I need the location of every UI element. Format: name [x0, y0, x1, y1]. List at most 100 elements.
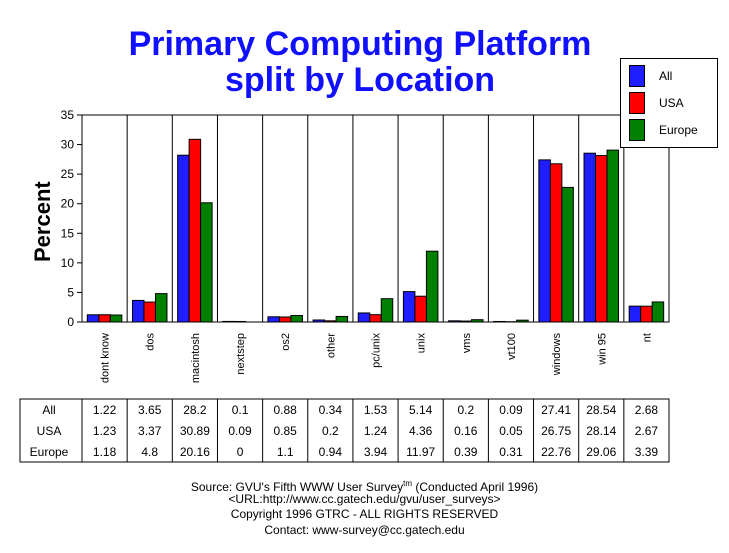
x-tick-label: win 95 [596, 333, 608, 366]
bar-all-pc-unix [357, 312, 371, 323]
x-tick-label: windows [551, 333, 563, 377]
x-tick-label: dont know [100, 333, 112, 383]
bar-all-unix [402, 291, 416, 323]
contact-line: Contact: www-survey@cc.gatech.edu [264, 523, 465, 537]
table-cell: 3.39 [635, 445, 659, 459]
y-axis-label: Percent [30, 181, 55, 262]
y-tick-label: 35 [61, 108, 75, 122]
bar-europe-nt [651, 301, 665, 323]
source-trademark: tm [403, 479, 413, 488]
bar-europe-win-95 [606, 149, 620, 323]
table-cell: 4.36 [409, 424, 433, 438]
y-tick-label: 5 [67, 285, 74, 299]
y-tick-label: 25 [61, 167, 75, 181]
x-tick-label: unix [416, 333, 428, 354]
bar-europe-pc-unix [380, 298, 394, 323]
table-cell: 0.05 [499, 424, 523, 438]
table-cell: 28.2 [183, 403, 207, 417]
bar-europe-os2 [290, 314, 303, 323]
table-row-header: Europe [30, 445, 69, 459]
x-tick-label: dos [145, 333, 157, 351]
legend-label-usa: USA [659, 96, 684, 110]
table-cell: 30.89 [180, 424, 210, 438]
table-cell: 0.16 [454, 424, 478, 438]
table-cell: 0.85 [274, 424, 298, 438]
table-cell: 4.8 [141, 445, 158, 459]
y-tick-label: 15 [61, 226, 75, 240]
table-cell: 1.23 [93, 424, 117, 438]
legend-swatch-all [629, 65, 645, 87]
legend: All USA Europe [620, 58, 718, 148]
bar-all-nextstep [222, 320, 235, 323]
bar-all-os2 [267, 316, 280, 323]
table-cell: 1.24 [364, 424, 388, 438]
bar-europe-unix [425, 250, 439, 323]
table-cell: 28.54 [586, 403, 616, 417]
table-cell: 3.37 [138, 424, 162, 438]
chart-title-line1: Primary Computing Platform [128, 25, 592, 63]
bar-europe-dont-know [109, 314, 123, 323]
bar-europe-vt100 [516, 319, 529, 323]
table-cell: 3.94 [364, 445, 388, 459]
y-tick-label: 10 [61, 256, 75, 270]
chart-title-line2: split by Location [224, 61, 496, 99]
legend-swatch-usa [629, 92, 645, 114]
table-cell: 28.14 [586, 424, 616, 438]
x-tick-label: vt100 [506, 333, 518, 360]
table-cell: 1.53 [364, 403, 388, 417]
bar-usa-win-95 [595, 155, 608, 323]
bar-europe-other [335, 315, 349, 323]
y-tick-label: 0 [67, 315, 74, 329]
bar-usa-pc-unix [369, 314, 382, 323]
source-url: <URL:http://www.cc.gatech.edu/gvu/user_s… [228, 492, 501, 506]
table-row-header: USA [37, 424, 62, 438]
bar-all-macintosh [177, 154, 190, 323]
legend-swatch-europe [629, 119, 645, 141]
bar-usa-other [324, 320, 337, 323]
table-cell: 0.1 [232, 403, 249, 417]
table-cell: 0.2 [322, 424, 339, 438]
table-cell: 0.34 [319, 403, 343, 417]
x-tick-label: nextstep [235, 333, 247, 375]
bar-all-dont-know [86, 314, 100, 323]
table-cell: 1.22 [93, 403, 117, 417]
data-table [19, 398, 670, 463]
table-cell: 0.09 [499, 403, 523, 417]
table-cell: 0.88 [274, 403, 298, 417]
x-tick-label: other [325, 333, 337, 358]
bar-usa-nt [640, 305, 653, 323]
plot-area [81, 114, 670, 323]
table-cell: 0.09 [228, 424, 252, 438]
bar-europe-vms [471, 319, 484, 323]
y-tick-label: 30 [61, 138, 75, 152]
table-cell: 1.1 [277, 445, 294, 459]
bar-all-vms [448, 320, 461, 323]
bar-all-dos [131, 299, 145, 323]
bar-usa-nextstep [233, 320, 247, 323]
bar-all-win-95 [583, 152, 597, 323]
bar-usa-unix [414, 295, 427, 323]
table-cell: 2.67 [635, 424, 659, 438]
table-cell: 1.18 [93, 445, 117, 459]
source-suffix: (Conducted April 1996) [412, 480, 539, 494]
table-cell: 22.76 [541, 445, 571, 459]
x-tick-label: pc/unix [371, 333, 383, 368]
table-cell: 0.39 [454, 445, 478, 459]
copyright-line: Copyright 1996 GTRC - ALL RIGHTS RESERVE… [230, 507, 499, 521]
table-cell: 27.41 [541, 403, 571, 417]
bar-all-windows [538, 159, 551, 323]
x-tick-label: os2 [280, 333, 292, 351]
table-cell: 20.16 [180, 445, 210, 459]
table-cell: 29.06 [586, 445, 616, 459]
table-cell: 11.97 [406, 445, 435, 459]
table-row-header: All [42, 403, 55, 417]
table-cell: 0.2 [457, 403, 474, 417]
table-cell: 0.94 [319, 445, 343, 459]
source-prefix: Source: GVU's Fifth WWW User Survey [190, 480, 404, 494]
x-tick-label: nt [641, 333, 653, 342]
table-cell: 0.31 [499, 445, 523, 459]
bar-usa-os2 [278, 316, 292, 323]
bar-all-nt [628, 305, 642, 323]
x-tick-label: vms [461, 333, 473, 354]
